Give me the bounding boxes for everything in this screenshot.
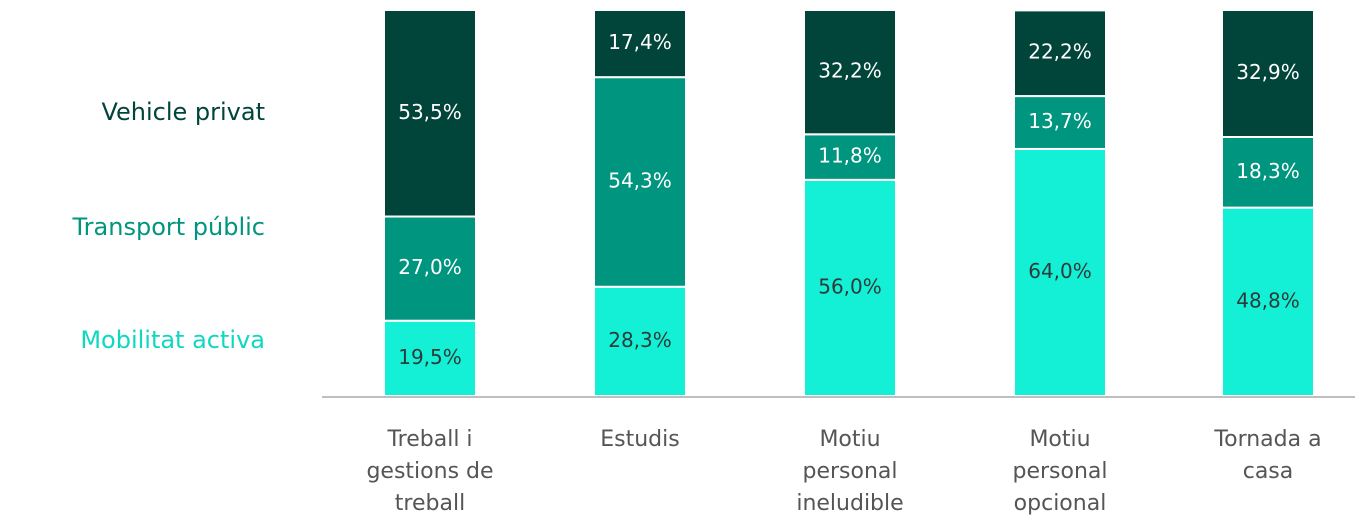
- x-tick-label: Tornada a casa: [1214, 427, 1322, 484]
- data-label: 17,4%: [608, 30, 672, 54]
- data-label: 32,2%: [818, 59, 882, 83]
- bar-segment: [593, 76, 687, 288]
- bar-segment: [383, 9, 477, 218]
- data-label: 53,5%: [398, 100, 462, 124]
- bar-segment: [803, 133, 897, 181]
- data-label: 64,0%: [1028, 259, 1092, 283]
- bar-segment: [803, 178, 897, 397]
- data-label: 13,7%: [1028, 109, 1092, 133]
- data-label: 28,3%: [608, 328, 672, 352]
- bar-segment: [803, 9, 897, 136]
- x-tick-label: Treball i gestions de treball: [366, 427, 494, 516]
- data-label: 19,5%: [398, 345, 462, 369]
- data-label: 27,0%: [398, 255, 462, 279]
- data-label: 18,3%: [1236, 159, 1300, 183]
- x-tick-label: Motiu personal ineludible: [796, 427, 904, 516]
- data-label: 22,2%: [1028, 40, 1092, 64]
- bar-segment: [593, 9, 687, 79]
- data-label: 11,8%: [818, 144, 882, 168]
- data-label: 54,3%: [608, 168, 672, 192]
- bar-segment: [1013, 9, 1107, 98]
- x-tick-label: Motiu personal opcional: [1012, 427, 1108, 516]
- x-tick-label: Estudis: [600, 427, 680, 452]
- legend-entry: Transport públic: [72, 213, 265, 241]
- legend-entry: Vehicle privat: [101, 98, 265, 126]
- data-label: 48,8%: [1236, 288, 1300, 312]
- bar-segment: [1221, 135, 1315, 209]
- bar-segment: [1221, 9, 1315, 138]
- legend-entry: Mobilitat activa: [80, 326, 265, 354]
- bar-segment: [383, 319, 477, 398]
- data-label: 32,9%: [1236, 60, 1300, 84]
- data-label: 56,0%: [818, 274, 882, 298]
